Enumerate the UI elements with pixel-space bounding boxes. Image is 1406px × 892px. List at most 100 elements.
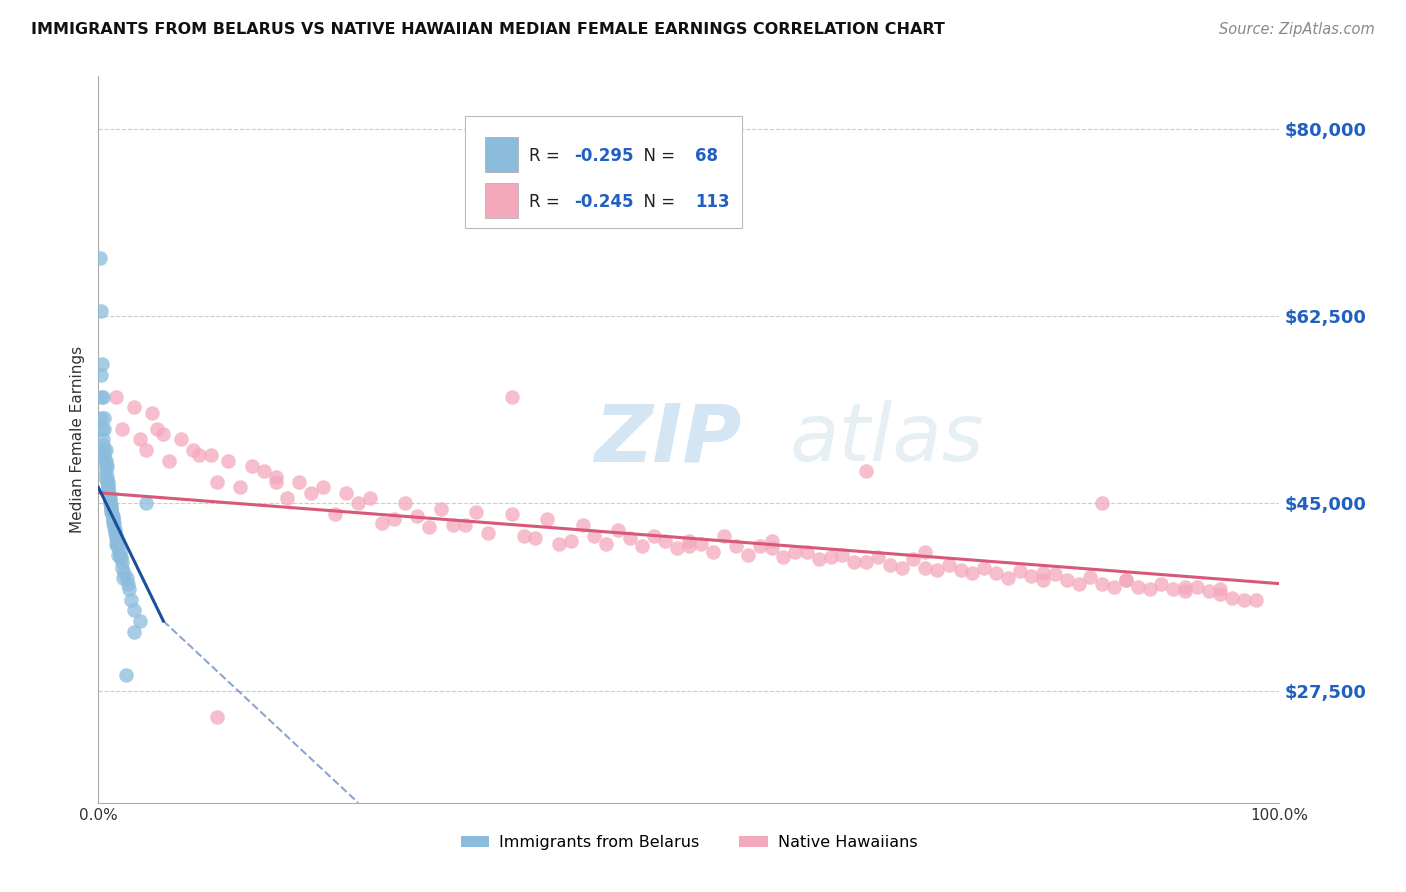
Point	[104, 531, 127, 545]
Legend: Immigrants from Belarus, Native Hawaiians: Immigrants from Belarus, Native Hawaiian…	[454, 829, 924, 856]
Point	[925, 563, 948, 577]
Point	[1161, 582, 1184, 596]
Text: IMMIGRANTS FROM BELARUS VS NATIVE HAWAIIAN MEDIAN FEMALE EARNINGS CORRELATION CH: IMMIGRANTS FROM BELARUS VS NATIVE HAWAII…	[31, 22, 945, 37]
Point	[855, 464, 877, 478]
Point	[441, 517, 464, 532]
Point	[737, 548, 759, 562]
Text: 68: 68	[695, 147, 718, 165]
Point	[94, 453, 117, 467]
Point	[1008, 564, 1031, 578]
Point	[121, 592, 143, 607]
Point	[135, 496, 157, 510]
Point	[689, 537, 711, 551]
Point	[524, 531, 547, 545]
Point	[141, 406, 163, 420]
Point	[108, 544, 131, 558]
Point	[264, 469, 287, 483]
Text: -0.295: -0.295	[575, 147, 634, 165]
Point	[94, 469, 117, 483]
Point	[105, 537, 128, 551]
Point	[108, 549, 131, 564]
Point	[111, 560, 134, 574]
Y-axis label: Median Female Earnings: Median Female Earnings	[70, 346, 86, 533]
Text: R =: R =	[530, 193, 565, 211]
Point	[96, 469, 118, 483]
Point	[187, 448, 209, 462]
Point	[465, 505, 488, 519]
Point	[1198, 584, 1220, 599]
Point	[914, 544, 936, 558]
Point	[347, 496, 370, 510]
Point	[807, 552, 830, 566]
Point	[146, 422, 169, 436]
Point	[98, 485, 121, 500]
Point	[240, 458, 263, 473]
Point	[100, 499, 122, 513]
Point	[114, 667, 136, 681]
Point	[1174, 580, 1197, 594]
Point	[128, 614, 150, 628]
Text: N =: N =	[634, 147, 681, 165]
Point	[105, 390, 128, 404]
Point	[820, 549, 842, 564]
Point	[1150, 576, 1173, 591]
Point	[323, 507, 346, 521]
Text: ZIP: ZIP	[595, 401, 742, 478]
Point	[91, 422, 114, 436]
Point	[512, 528, 534, 542]
Point	[772, 549, 794, 564]
Point	[702, 544, 724, 558]
Point	[1115, 574, 1137, 588]
Point	[110, 549, 132, 564]
Point	[90, 368, 112, 383]
Point	[93, 422, 115, 436]
Point	[157, 453, 180, 467]
Point	[1021, 569, 1043, 583]
Point	[229, 480, 252, 494]
Point	[205, 475, 228, 489]
Point	[118, 582, 141, 596]
Point	[105, 528, 128, 542]
Text: N =: N =	[634, 193, 681, 211]
Point	[1091, 576, 1114, 591]
Point	[91, 432, 114, 446]
Point	[122, 624, 145, 639]
Point	[135, 442, 157, 457]
Point	[1209, 582, 1232, 596]
Point	[101, 512, 124, 526]
Point	[678, 533, 700, 548]
Point	[107, 548, 129, 562]
Point	[619, 531, 641, 545]
Point	[678, 539, 700, 553]
Point	[997, 571, 1019, 585]
Point	[122, 603, 145, 617]
Point	[382, 512, 405, 526]
Point	[100, 501, 122, 516]
Point	[97, 475, 120, 489]
Point	[93, 411, 115, 425]
Point	[111, 422, 134, 436]
Point	[453, 517, 475, 532]
Point	[761, 541, 783, 556]
Point	[103, 516, 125, 530]
Point	[1115, 574, 1137, 588]
Point	[1139, 582, 1161, 596]
Point	[973, 560, 995, 574]
Point	[866, 549, 889, 564]
Point	[112, 566, 135, 580]
Point	[288, 475, 311, 489]
Point	[104, 526, 127, 541]
Point	[1067, 576, 1090, 591]
Point	[152, 427, 174, 442]
Point	[264, 475, 287, 489]
Point	[89, 251, 111, 265]
Text: -0.245: -0.245	[575, 193, 634, 211]
Bar	[485, 137, 517, 172]
Point	[571, 517, 593, 532]
Point	[94, 442, 117, 457]
Point	[962, 566, 984, 580]
Point	[595, 537, 617, 551]
Point	[1220, 591, 1243, 605]
Point	[1032, 574, 1054, 588]
Point	[93, 448, 115, 462]
